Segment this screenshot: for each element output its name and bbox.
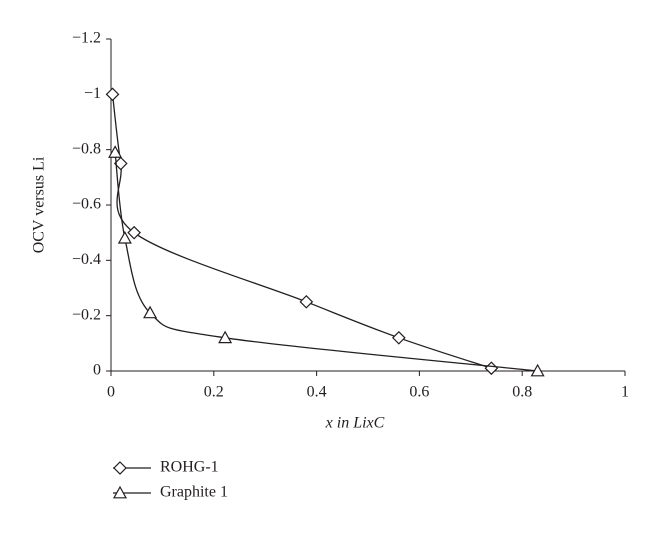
series-line	[111, 94, 492, 369]
x-tick-label: 1	[621, 384, 629, 401]
marker	[127, 225, 141, 240]
legend-marker	[113, 461, 127, 475]
marker	[113, 156, 128, 171]
y-tick-label: −0.6	[72, 196, 101, 213]
marker	[143, 305, 158, 319]
y-tick-label: −0.8	[72, 140, 101, 157]
y-tick-label: −0.2	[72, 306, 101, 323]
y-tick-label: −1.2	[72, 30, 101, 47]
marker	[218, 330, 233, 344]
x-axis-title: x in LixC	[325, 415, 385, 432]
legend-marker	[112, 485, 128, 499]
marker	[530, 363, 545, 377]
y-tick-label: −1	[84, 85, 101, 102]
y-tick-label: −0.4	[72, 251, 101, 268]
marker	[484, 361, 499, 376]
x-tick-label: 0.6	[409, 384, 429, 401]
y-tick-label: 0	[93, 362, 101, 379]
legend-label: ROHG-1	[160, 459, 219, 476]
marker	[391, 330, 406, 345]
marker	[299, 294, 314, 309]
marker	[117, 230, 132, 244]
x-tick-label: 0.8	[512, 384, 532, 401]
legend-label: Graphite 1	[160, 484, 228, 501]
x-tick-label: 0	[107, 384, 115, 401]
marker	[108, 145, 123, 158]
x-tick-label: 0.2	[204, 384, 224, 401]
x-tick-label: 0.4	[307, 384, 327, 401]
y-axis-title: OCV versus Li	[31, 156, 48, 253]
series-line	[114, 152, 538, 372]
marker	[105, 87, 120, 102]
